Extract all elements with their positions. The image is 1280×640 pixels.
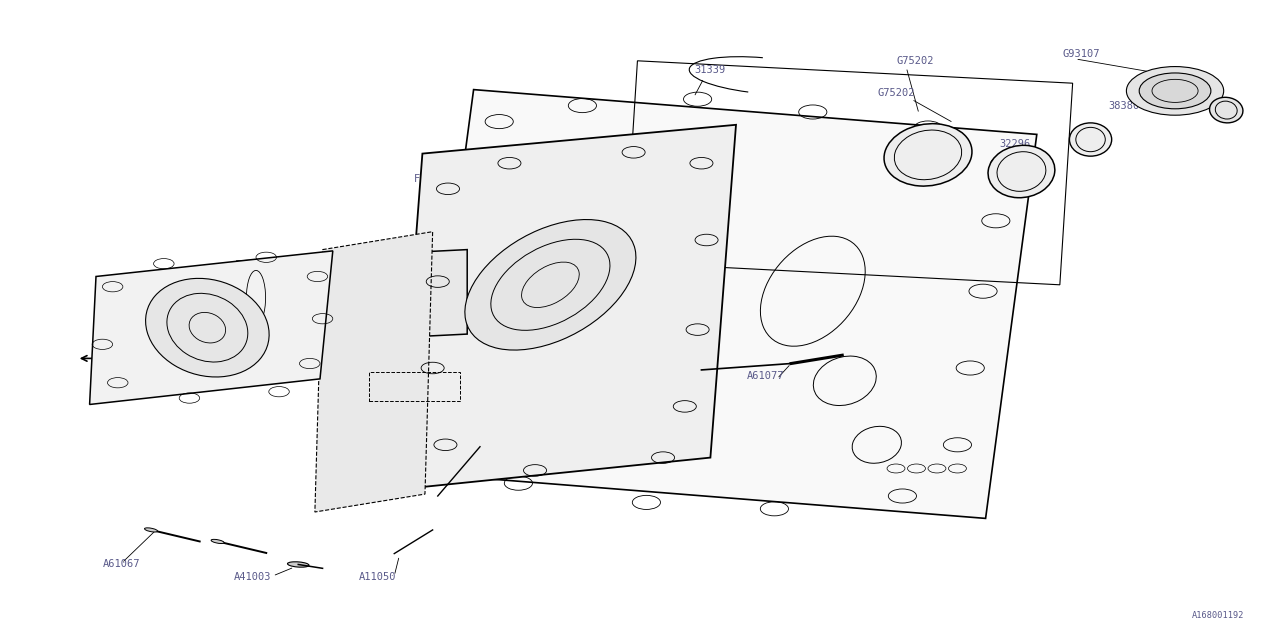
Text: G75202: G75202 (877, 88, 915, 98)
Text: A11050: A11050 (358, 572, 397, 582)
Text: 31196: 31196 (388, 380, 419, 390)
Ellipse shape (1070, 123, 1111, 156)
Text: G34105: G34105 (179, 316, 218, 326)
Polygon shape (237, 250, 467, 346)
Text: A168001192: A168001192 (1192, 611, 1245, 620)
Ellipse shape (1210, 97, 1243, 123)
Text: A61077: A61077 (746, 371, 785, 381)
Text: 32296: 32296 (1000, 139, 1030, 149)
Text: FIG.168-2: FIG.168-2 (413, 174, 470, 184)
Text: A61067: A61067 (102, 559, 141, 570)
Ellipse shape (988, 145, 1055, 198)
Ellipse shape (884, 124, 972, 186)
Ellipse shape (146, 278, 269, 377)
Text: G75202: G75202 (896, 56, 934, 66)
Polygon shape (315, 232, 433, 512)
Ellipse shape (465, 220, 636, 350)
Ellipse shape (288, 562, 308, 567)
Text: 31451: 31451 (266, 278, 297, 288)
Ellipse shape (145, 528, 157, 532)
Circle shape (1139, 73, 1211, 109)
Text: 31339: 31339 (695, 65, 726, 76)
Polygon shape (397, 125, 736, 490)
Text: A41003: A41003 (233, 572, 271, 582)
Text: ← FRONT: ← FRONT (92, 355, 133, 365)
Polygon shape (422, 90, 1037, 518)
Text: G93107: G93107 (1062, 49, 1101, 60)
Circle shape (1126, 67, 1224, 115)
Ellipse shape (211, 540, 224, 543)
Polygon shape (90, 251, 333, 404)
Text: 313250: 313250 (346, 412, 384, 422)
Text: 38380: 38380 (1108, 100, 1139, 111)
Ellipse shape (242, 261, 270, 334)
